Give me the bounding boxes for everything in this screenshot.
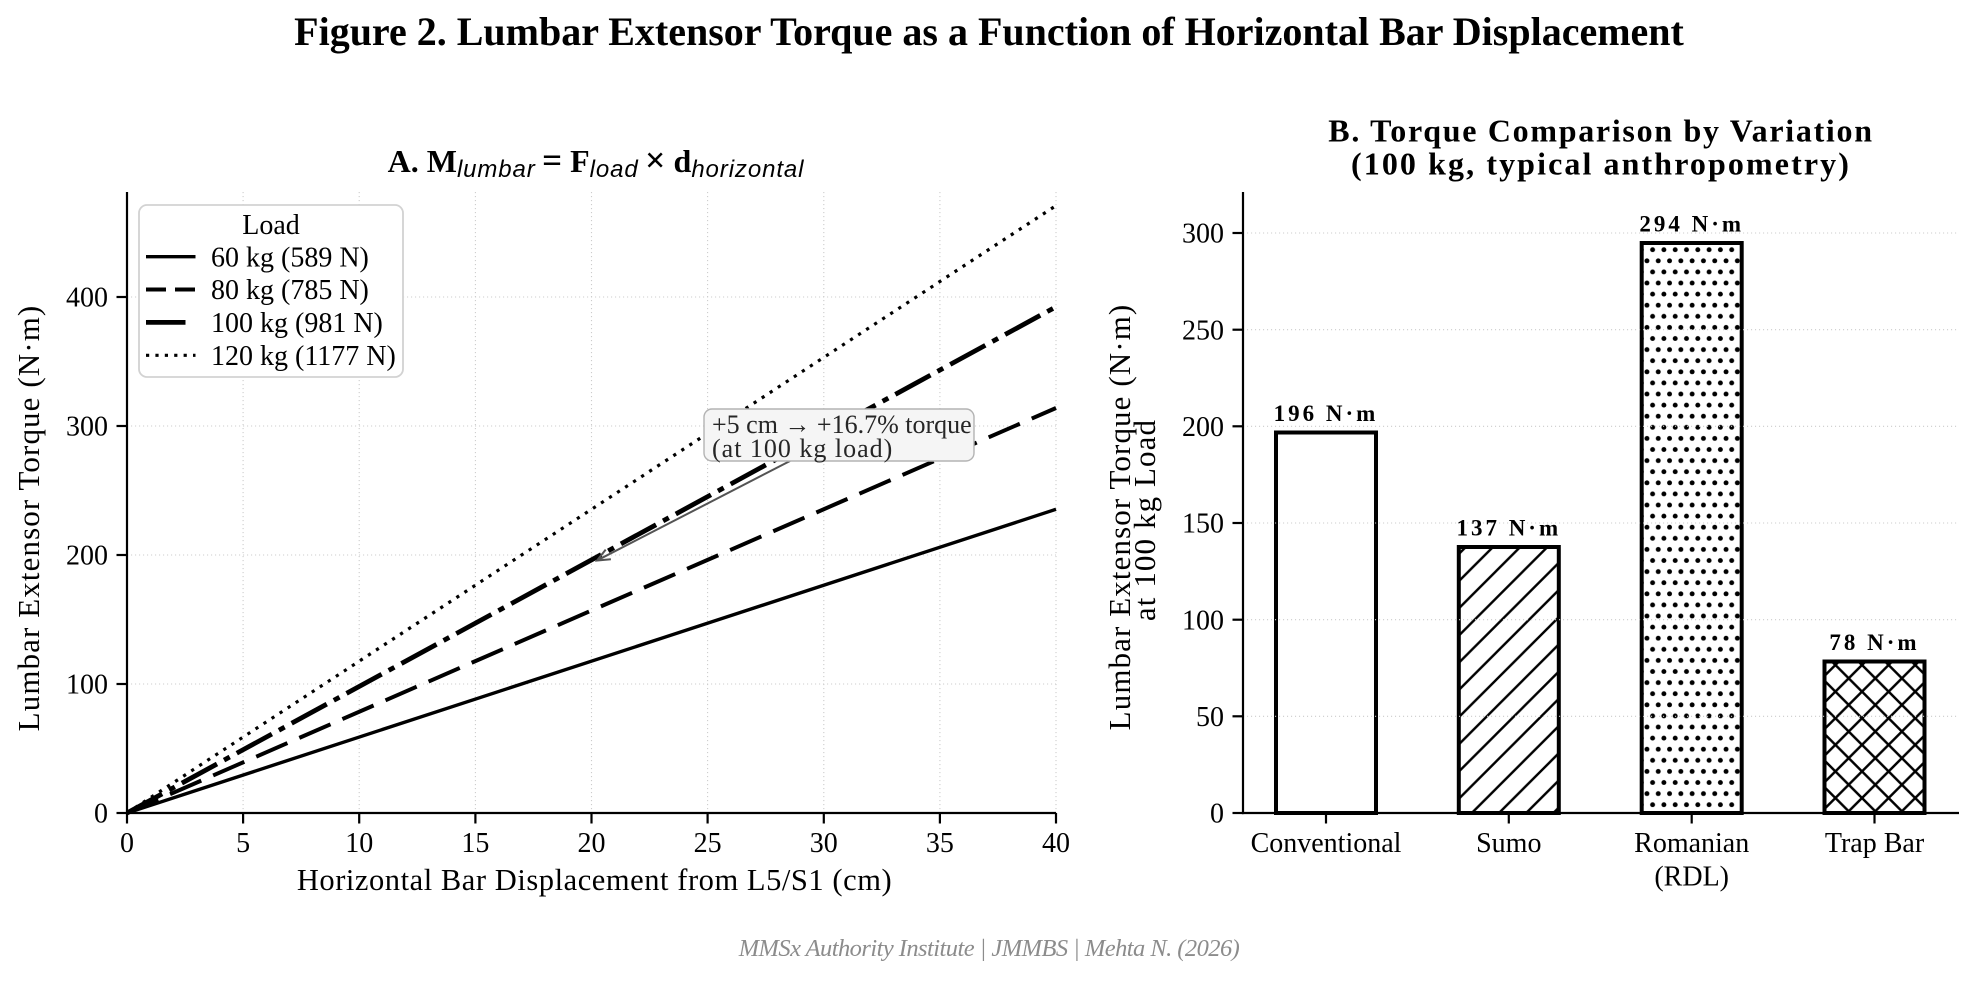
svg-text:100: 100 <box>66 670 108 701</box>
svg-text:at 100 kg Load: at 100 kg Load <box>1127 419 1162 621</box>
svg-text:Sumo: Sumo <box>1476 828 1541 859</box>
svg-text:150: 150 <box>1182 509 1224 540</box>
svg-text:100: 100 <box>1182 605 1224 636</box>
svg-text:Trap Bar: Trap Bar <box>1825 828 1925 859</box>
svg-text:+5 cm → +16.7% torque: +5 cm → +16.7% torque <box>712 410 972 439</box>
svg-text:250: 250 <box>1182 315 1224 346</box>
svg-text:200: 200 <box>66 541 108 572</box>
svg-text:MMSx Authority Institute | JMM: MMSx Authority Institute | JMMBS | Mehta… <box>738 935 1240 962</box>
svg-text:80 kg (785 N): 80 kg (785 N) <box>211 275 369 306</box>
svg-text:0: 0 <box>94 799 108 830</box>
svg-text:50: 50 <box>1196 702 1224 733</box>
svg-text:120 kg (1177 N): 120 kg (1177 N) <box>211 341 396 372</box>
svg-text:(100 kg, typical anthropometry: (100 kg, typical anthropometry) <box>1351 145 1851 181</box>
svg-text:10: 10 <box>345 828 373 859</box>
svg-text:100 kg (981 N): 100 kg (981 N) <box>211 308 383 339</box>
svg-text:20: 20 <box>578 828 606 859</box>
svg-text:300: 300 <box>66 412 108 443</box>
svg-text:(RDL): (RDL) <box>1654 862 1729 893</box>
svg-text:137 N·m: 137 N·m <box>1456 516 1561 541</box>
svg-text:40: 40 <box>1042 828 1070 859</box>
svg-text:0: 0 <box>120 828 134 859</box>
svg-text:Romanian: Romanian <box>1634 828 1749 859</box>
svg-text:78 N·m: 78 N·m <box>1829 630 1919 655</box>
svg-text:400: 400 <box>66 283 108 314</box>
svg-text:Lumbar Extensor Torque (N·m): Lumbar Extensor Torque (N·m) <box>11 305 46 732</box>
svg-text:30: 30 <box>810 828 838 859</box>
svg-text:60 kg (589 N): 60 kg (589 N) <box>211 242 369 273</box>
svg-text:B. Torque Comparison by Variat: B. Torque Comparison by Variation <box>1328 113 1873 149</box>
svg-text:Conventional: Conventional <box>1251 828 1402 859</box>
svg-text:(at 100 kg load): (at 100 kg load) <box>712 434 893 463</box>
svg-text:Load: Load <box>242 210 300 241</box>
svg-text:300: 300 <box>1182 219 1224 250</box>
svg-text:35: 35 <box>926 828 954 859</box>
svg-text:25: 25 <box>694 828 722 859</box>
svg-text:0: 0 <box>1210 799 1224 830</box>
svg-text:Lumbar Extensor Torque (N·m): Lumbar Extensor Torque (N·m) <box>1102 304 1137 731</box>
svg-text:294 N·m: 294 N·m <box>1639 212 1744 237</box>
svg-text:196 N·m: 196 N·m <box>1274 401 1379 426</box>
svg-text:200: 200 <box>1182 412 1224 443</box>
svg-text:15: 15 <box>461 828 489 859</box>
svg-text:Horizontal Bar Displacement fr: Horizontal Bar Displacement from L5/S1 (… <box>297 863 892 897</box>
svg-text:Figure 2. Lumbar Extensor Torq: Figure 2. Lumbar Extensor Torque as a Fu… <box>294 9 1684 54</box>
svg-text:5: 5 <box>236 828 250 859</box>
